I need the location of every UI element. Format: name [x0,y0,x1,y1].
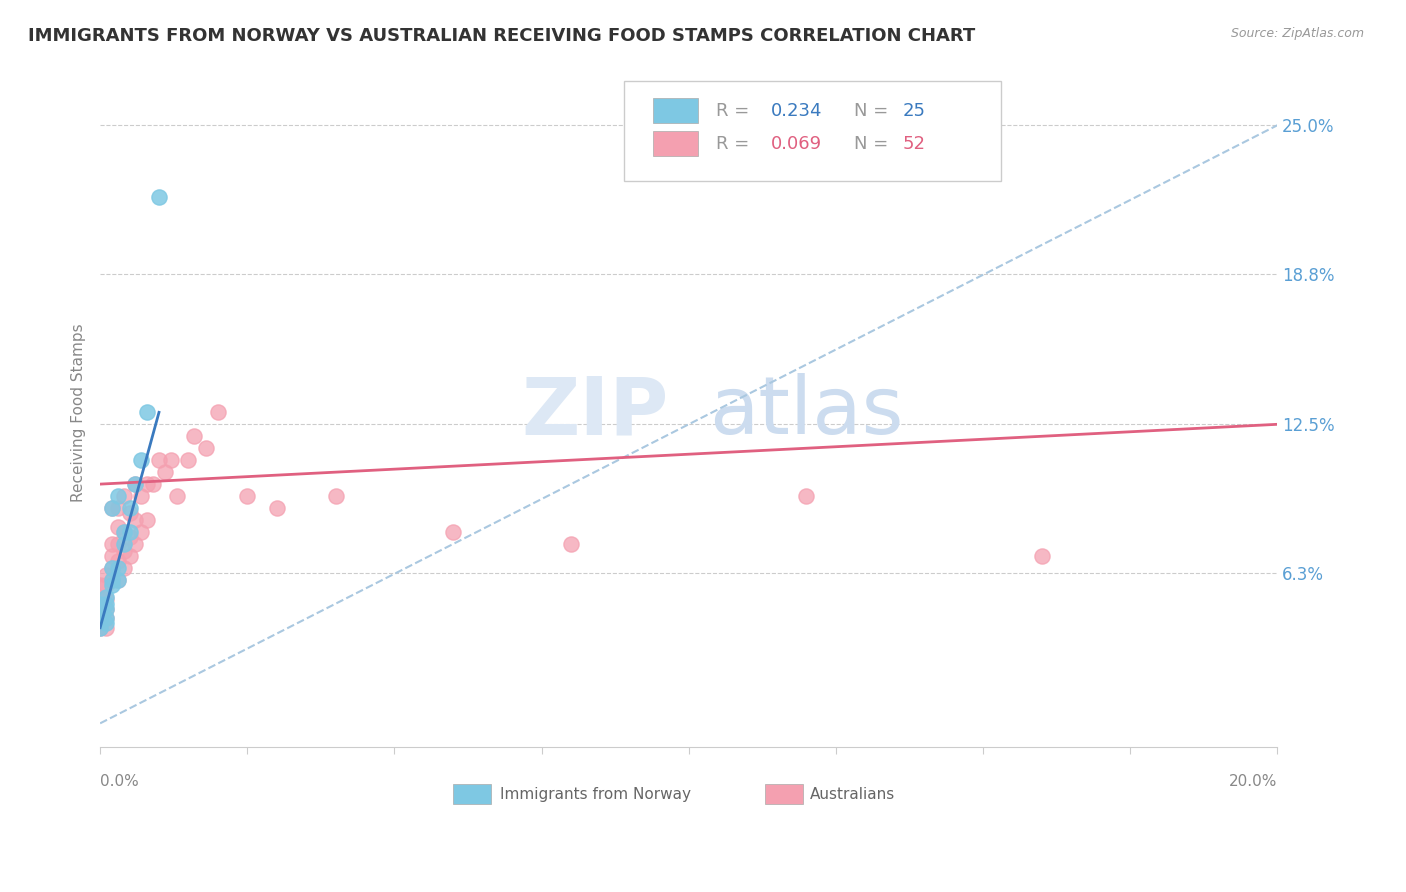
Text: R =: R = [716,102,755,120]
Point [236,489,259,503]
Point [325,489,347,503]
Point [266,501,288,516]
Point [131,524,153,539]
Text: 52: 52 [903,136,927,153]
Point [101,561,124,575]
Point [101,549,124,563]
Point [94,621,117,635]
Text: 25: 25 [903,102,927,120]
Y-axis label: Receiving Food Stamps: Receiving Food Stamps [72,323,86,501]
Point [124,513,146,527]
Point [94,577,117,591]
Point [89,614,111,628]
Point [107,573,129,587]
Point [153,465,176,479]
Point [112,524,135,539]
Point [101,573,124,587]
Point [1031,549,1053,563]
Text: 0.234: 0.234 [770,102,823,120]
Point [101,561,124,575]
Point [183,429,205,443]
FancyBboxPatch shape [654,97,699,123]
Point [89,591,111,606]
Point [118,501,141,516]
Point [107,573,129,587]
Point [101,573,124,587]
Point [89,607,111,621]
Text: 0.069: 0.069 [770,136,823,153]
Point [94,601,117,615]
Point [94,601,117,615]
Point [89,621,111,635]
Point [94,611,117,625]
Point [136,405,159,419]
Point [94,591,117,606]
Point [131,453,153,467]
Point [94,611,117,625]
Point [112,537,135,551]
Point [177,453,200,467]
Point [124,537,146,551]
Point [796,489,818,503]
Point [89,608,111,623]
Point [89,601,111,615]
Point [101,577,124,591]
Point [112,489,135,503]
Point [207,405,229,419]
Point [124,477,146,491]
Text: R =: R = [716,136,755,153]
Point [107,537,129,551]
Text: N =: N = [853,136,893,153]
Point [142,477,165,491]
Point [89,614,111,628]
Text: 0.0%: 0.0% [100,774,139,789]
Point [124,477,146,491]
Text: Source: ZipAtlas.com: Source: ZipAtlas.com [1230,27,1364,40]
Point [148,453,170,467]
Point [94,590,117,604]
Point [441,524,464,539]
Point [101,537,124,551]
Text: Immigrants from Norway: Immigrants from Norway [501,787,692,802]
Point [136,477,159,491]
Point [112,524,135,539]
Point [118,524,141,539]
Text: atlas: atlas [709,374,904,451]
Point [94,597,117,611]
Point [101,501,124,516]
Text: IMMIGRANTS FROM NORWAY VS AUSTRALIAN RECEIVING FOOD STAMPS CORRELATION CHART: IMMIGRANTS FROM NORWAY VS AUSTRALIAN REC… [28,27,976,45]
Point [94,615,117,630]
Point [118,506,141,520]
Point [166,489,188,503]
Point [148,190,170,204]
Point [101,501,124,516]
Text: N =: N = [853,102,893,120]
Point [107,554,129,568]
Point [89,577,111,591]
Point [112,544,135,558]
Point [118,549,141,563]
FancyBboxPatch shape [654,131,699,156]
Point [89,621,111,635]
Point [94,568,117,582]
Text: ZIP: ZIP [520,374,668,451]
FancyBboxPatch shape [624,81,1001,181]
Point [560,537,582,551]
Text: 20.0%: 20.0% [1229,774,1277,789]
Point [89,597,111,611]
Point [136,513,159,527]
Point [89,599,111,614]
FancyBboxPatch shape [453,784,491,805]
Point [107,489,129,503]
Point [107,561,129,575]
Text: Australians: Australians [810,787,896,802]
Point [107,520,129,534]
Point [112,561,135,575]
Point [107,501,129,516]
Point [118,530,141,544]
Point [131,489,153,503]
Point [159,453,181,467]
FancyBboxPatch shape [765,784,803,805]
Point [195,442,218,456]
